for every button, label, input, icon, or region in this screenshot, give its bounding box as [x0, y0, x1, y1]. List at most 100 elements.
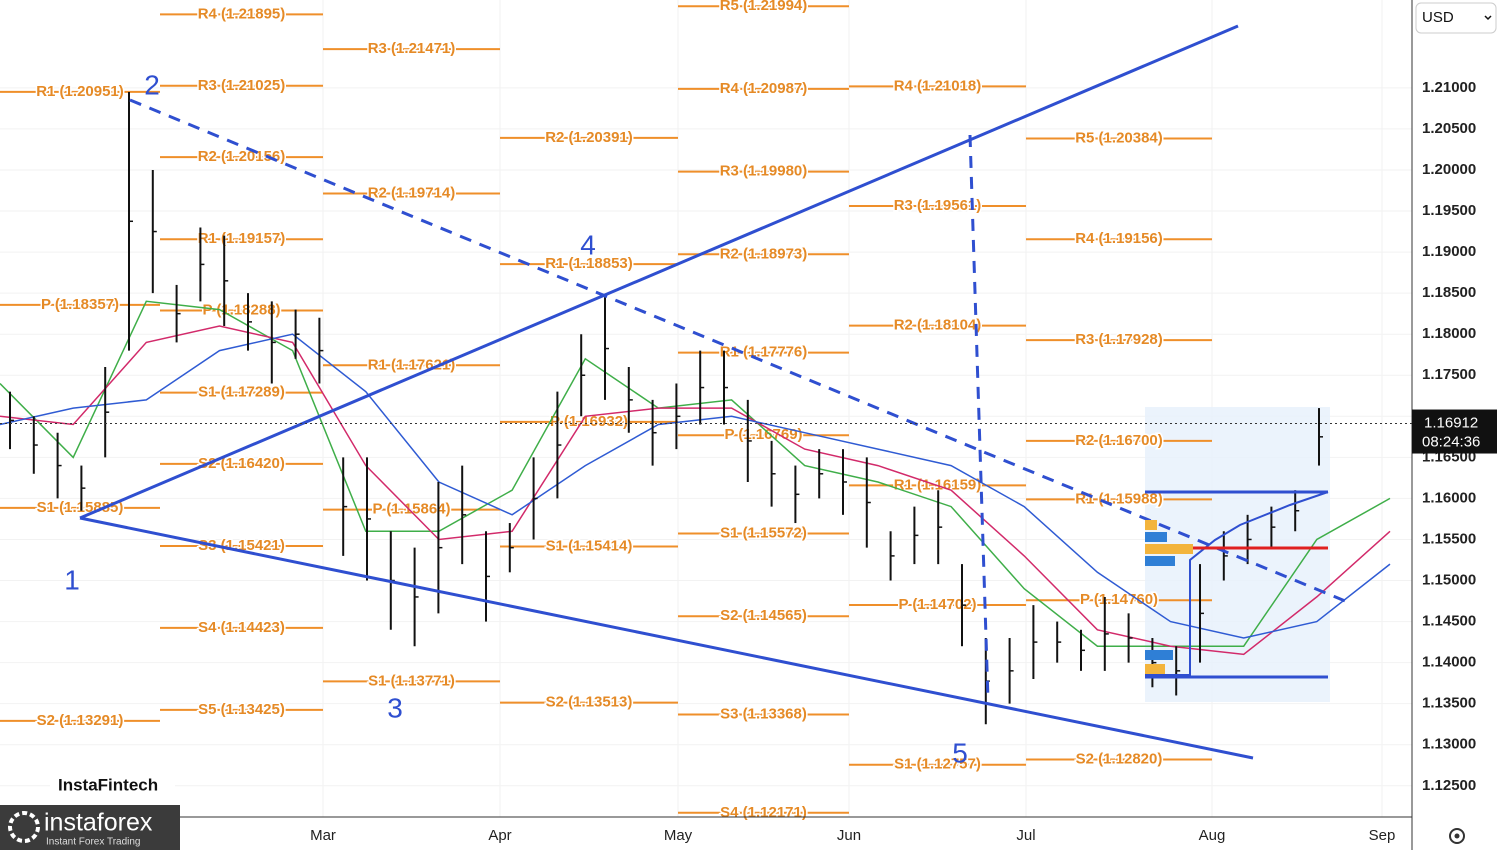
pivot-label: P (1.18288): [202, 302, 280, 319]
pivot-label: R4 (1.21895): [198, 5, 286, 22]
y-tick-label: 1.13000: [1422, 736, 1476, 753]
pivot-label: P (1.16932): [550, 413, 628, 430]
pivot-label: R4 (1.20987): [720, 80, 808, 97]
pivot-label: R1 (1.15988): [1075, 490, 1163, 507]
wave-labels: 1 2 3 4 5: [64, 69, 968, 768]
pivot-label: S3 (1.15421): [198, 537, 285, 554]
x-tick-label: Sep: [1369, 827, 1396, 844]
pivot-label: R1 (1.19157): [198, 230, 286, 247]
moving-average: [0, 333, 1391, 639]
profile-bar: [1145, 544, 1193, 554]
pivot-label: R3 (1.21471): [368, 40, 456, 57]
moving-average: [0, 325, 1391, 656]
trend-lines: [79, 24, 1351, 760]
trend-line: [968, 134, 990, 701]
pivot-label: S1 (1.15885): [37, 499, 124, 516]
pivot-label: R3 (1.17928): [1075, 331, 1163, 348]
profile-bar: [1145, 556, 1175, 566]
pivot-label: S1 (1.17289): [198, 384, 285, 401]
pivot-label: R4 (1.21018): [894, 77, 982, 94]
brand-box: [50, 770, 175, 800]
y-tick-label: 1.14000: [1422, 654, 1476, 671]
y-tick-label: 1.16000: [1422, 489, 1476, 506]
pivot-label: S2 (1.12820): [1076, 750, 1163, 767]
y-tick-label: 1.17500: [1422, 366, 1476, 383]
pivot-label: R1 (1.20951): [36, 83, 124, 100]
pivot-label: R4 (1.19156): [1075, 230, 1163, 247]
pivot-label: R1 (1.17776): [720, 344, 808, 361]
pivot-label: P (1.16769): [724, 426, 802, 443]
moving-average: [0, 300, 1391, 647]
pivot-label: P (1.14702): [898, 596, 976, 613]
settings-icon[interactable]: [1449, 828, 1465, 844]
pivot-label: S1 (1.15414): [546, 537, 633, 554]
wave-label: 4: [580, 229, 596, 260]
profile-bar: [1145, 650, 1173, 660]
price-bars: [9, 91, 1323, 725]
y-tick-label: 1.13500: [1422, 695, 1476, 712]
step-line: [1145, 491, 1329, 676]
pivot-label: P (1.15864): [372, 501, 450, 518]
profile-bar: [1145, 520, 1157, 530]
logo-tagline: Instant Forex Trading: [46, 837, 141, 848]
y-tick-label: 1.15000: [1422, 571, 1476, 588]
moving-averages: [0, 300, 1391, 656]
x-tick-label: Mar: [310, 827, 336, 844]
profile-bar: [1145, 664, 1165, 674]
brand: InstaFintech: [58, 775, 158, 794]
pivot-label: P (1.18357): [41, 296, 119, 313]
pivot-label: S2 (1.13291): [37, 712, 124, 729]
y-tick-label: 1.18500: [1422, 284, 1476, 301]
y-tick-label: 1.20500: [1422, 120, 1476, 137]
dropdown-caret: [1484, 15, 1492, 21]
x-tick-label: Aug: [1199, 827, 1226, 844]
pivot-label: R3 (1.19980): [720, 163, 808, 180]
x-tick-label: Jun: [837, 827, 861, 844]
pivot-label: R5 (1.20384): [1075, 129, 1163, 146]
trend-line: [79, 24, 1239, 520]
y-tick-label: 1.19000: [1422, 243, 1476, 260]
pivot-label: R3 (1.19561): [894, 197, 982, 214]
settings-icon-dot: [1454, 833, 1460, 839]
pivot-label: S4 (1.14423): [198, 619, 285, 636]
y-tick-label: 1.18000: [1422, 325, 1476, 342]
pivot-label: R1 (1.16159): [894, 476, 982, 493]
pivot-label: R2 (1.19714): [368, 184, 456, 201]
currency-select[interactable]: [1415, 2, 1497, 34]
logo-box: [0, 805, 180, 850]
pivot-label: R2 (1.20156): [198, 148, 286, 165]
y-tick-label: 1.15500: [1422, 530, 1476, 547]
wave-label: 5: [952, 737, 968, 768]
pivot-label: S1 (1.15572): [720, 525, 807, 542]
pivot-label: R5 (1.21994): [720, 0, 808, 14]
pivot-label: R1 (1.18853): [545, 255, 633, 272]
pivot-label: R2 (1.18104): [894, 317, 982, 334]
pivot-label: S4 (1.12171): [720, 804, 807, 821]
last-price-label: 1.16912: [1424, 414, 1478, 431]
wave-label: 1: [64, 564, 80, 595]
logo-icon: [8, 811, 40, 843]
wave-label: 3: [387, 692, 403, 723]
time-axis: Mar Apr May Jun Jul Aug Sep: [310, 827, 1395, 844]
trend-line: [129, 98, 1351, 605]
volume-profile: [1145, 520, 1193, 674]
pivot-label: S3 (1.13368): [720, 705, 807, 722]
pivot-label: R3 (1.21025): [198, 77, 286, 94]
y-tick-label: 1.21000: [1422, 79, 1476, 96]
pivot-label: S1 (1.13771): [368, 672, 455, 689]
pivot-label: R2 (1.18973): [720, 245, 808, 262]
currency-label[interactable]: USD: [1422, 9, 1454, 26]
y-tick-label: 1.14500: [1422, 613, 1476, 630]
y-tick-label: 1.12500: [1422, 777, 1476, 794]
pivot-label: S2 (1.14565): [720, 607, 807, 624]
trend-line: [79, 516, 1254, 760]
x-tick-label: Jul: [1016, 827, 1035, 844]
y-tick-label: 1.20000: [1422, 161, 1476, 178]
pivot-label: R2 (1.16700): [1075, 432, 1163, 449]
profile-bar: [1145, 532, 1167, 542]
last-price-box: [1412, 409, 1497, 454]
x-tick-label: Apr: [488, 827, 511, 844]
logo-text: instaforex: [44, 809, 153, 837]
countdown: 08:24:36: [1422, 433, 1480, 450]
